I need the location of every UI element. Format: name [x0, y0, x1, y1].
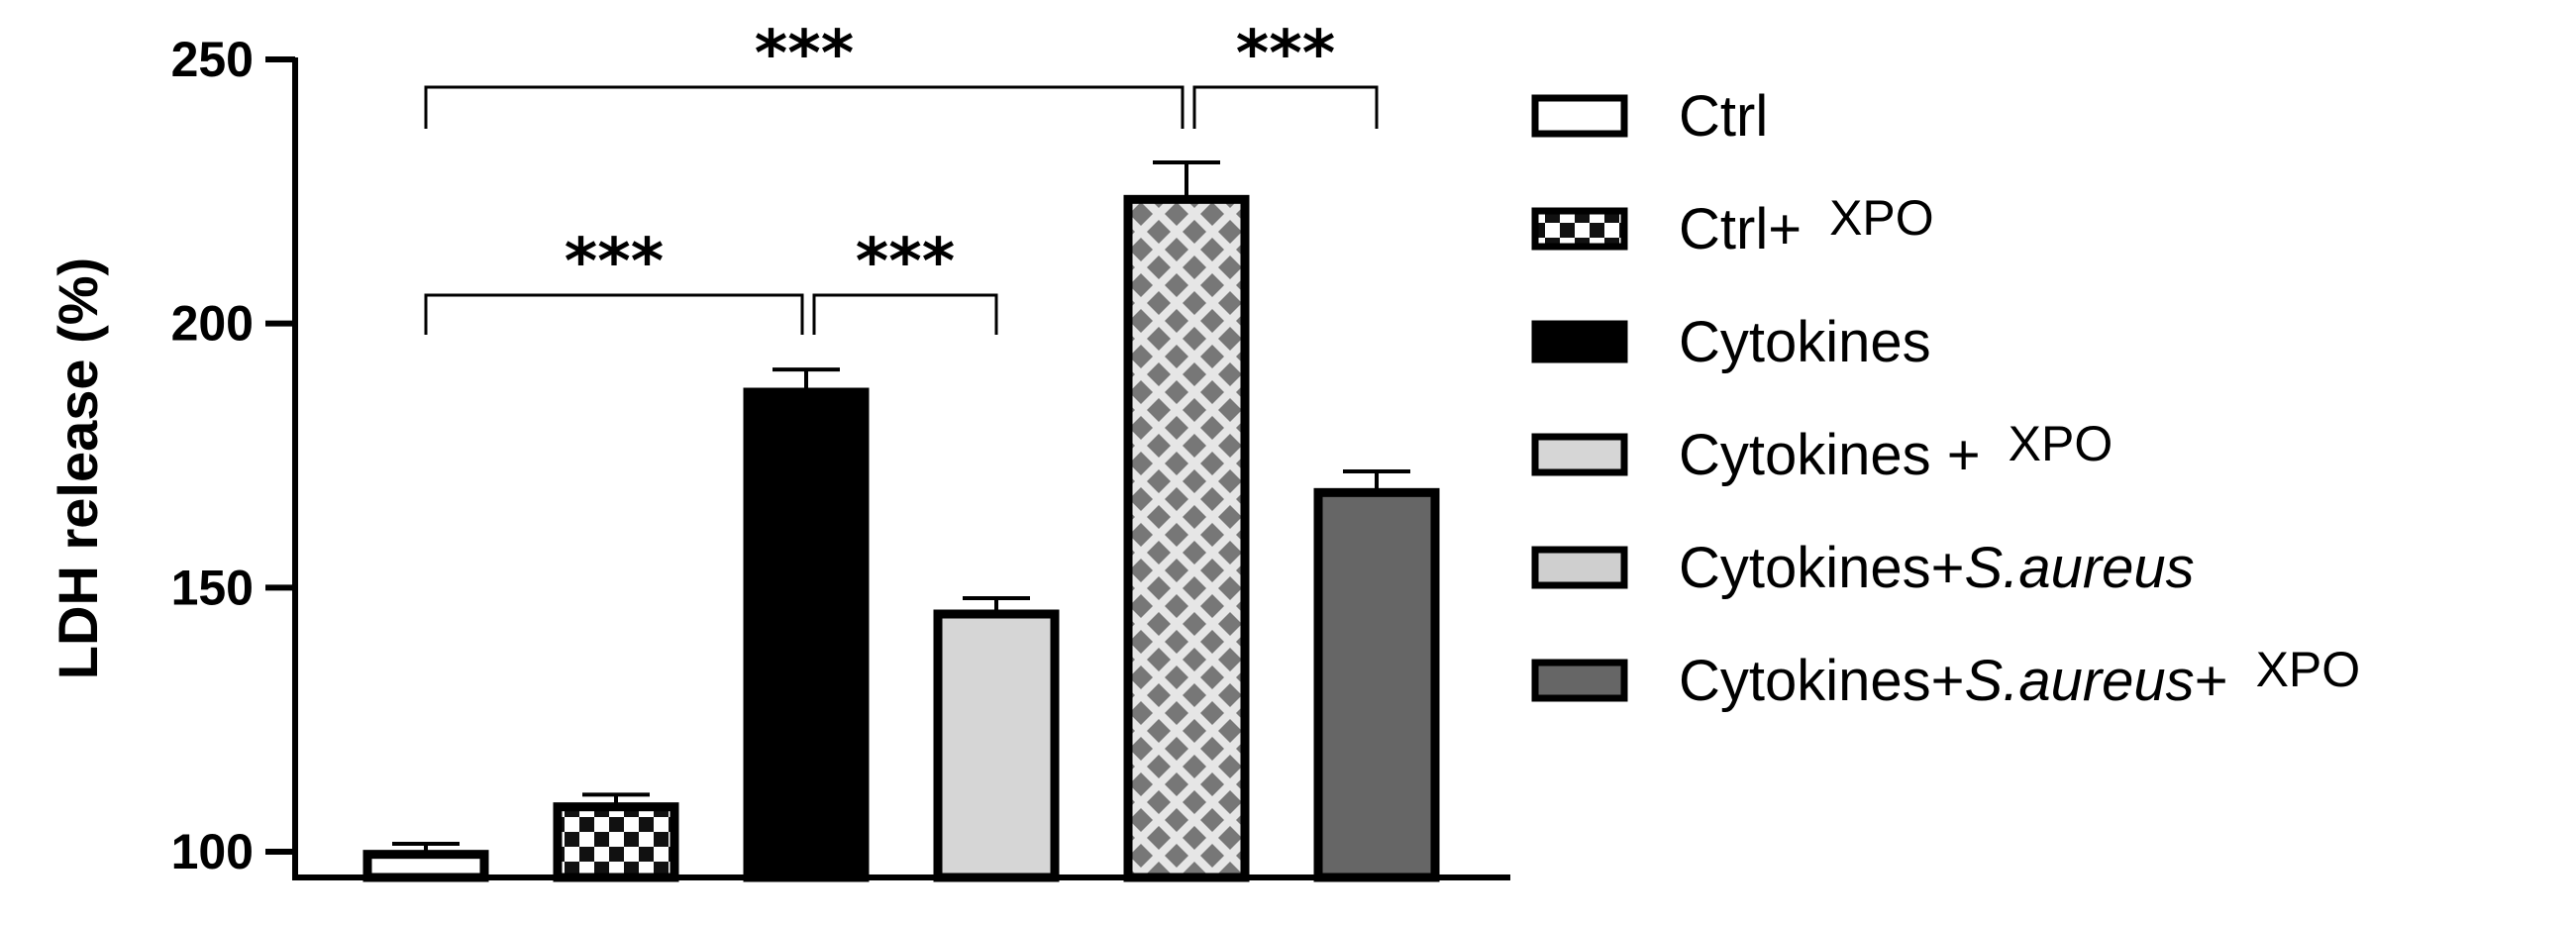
bar [553, 802, 679, 882]
legend-label-part: Cytokines + [1679, 423, 1981, 487]
legend-swatch [1531, 207, 1628, 251]
legend-label-part: Ctrl [1679, 84, 1768, 149]
legend-swatch [1531, 94, 1628, 138]
significance-label: *** [856, 226, 955, 299]
legend-label-sup: XPO [2256, 642, 2361, 697]
significance-label: *** [565, 226, 664, 299]
significance-bracket [424, 293, 804, 335]
axes: 100 150 200 250 LDH release (%) [47, 32, 1510, 880]
legend-label-part: + [2195, 649, 2228, 713]
legend-swatch [1531, 659, 1628, 702]
legend-label: Cytokines + XPO [1679, 416, 2112, 487]
legend-label-sup: XPO [1829, 190, 1934, 246]
legend-label: Ctrl [1679, 84, 1768, 149]
y-tick-label: 250 [171, 32, 254, 87]
bars [362, 160, 1440, 882]
legend-label: Ctrl+ XPO [1679, 190, 1934, 261]
legend-label: Cytokines [1679, 310, 1931, 374]
bar [362, 850, 489, 882]
bar [933, 609, 1060, 882]
y-tick-label: 150 [171, 560, 254, 615]
legend-swatch [1531, 320, 1628, 363]
legend-label-sup: XPO [2009, 416, 2113, 471]
y-tick-label: 200 [171, 296, 254, 352]
significance-bracket [1192, 85, 1379, 129]
bar [743, 387, 870, 882]
legend-label-part: Cytokines [1679, 310, 1931, 374]
y-axis-title: LDH release (%) [47, 257, 109, 679]
legend-label-italic: S.aureus [1965, 649, 2195, 713]
significance-bracket [424, 85, 1185, 129]
legend-label: Cytokines+S.aureus+ XPO [1679, 642, 2360, 713]
legend-label-part: Ctrl+ [1679, 197, 1802, 261]
bar [1313, 487, 1440, 882]
legend-label-part: Cytokines+ [1679, 536, 1965, 600]
bar [1123, 194, 1250, 882]
legend-label: Cytokines+S.aureus [1679, 536, 2195, 600]
legend-label-part: Cytokines+ [1679, 649, 1965, 713]
legend-swatch [1531, 433, 1628, 476]
y-tick-label: 100 [171, 824, 254, 879]
significance-bracket [812, 293, 998, 335]
significance-label: *** [1236, 18, 1335, 91]
significance-label: *** [755, 18, 854, 91]
significance-brackets: *** *** *** *** [424, 18, 1379, 335]
legend-swatch [1531, 546, 1628, 589]
legend-label-italic: S.aureus [1965, 536, 2195, 600]
